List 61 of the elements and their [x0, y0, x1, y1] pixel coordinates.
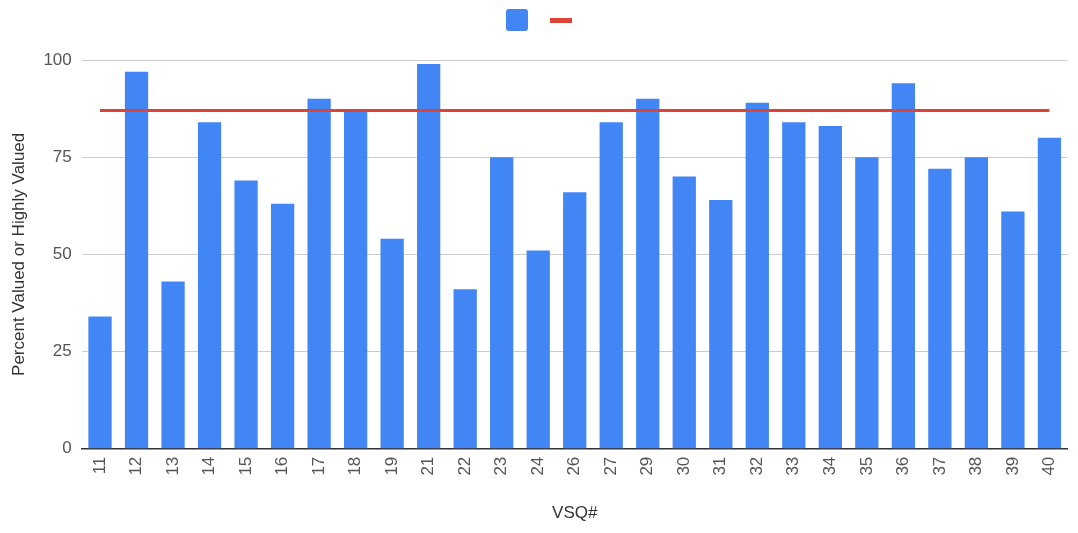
bar — [380, 238, 404, 449]
x-tick-label: 23 — [491, 456, 511, 476]
x-tick-label: 29 — [637, 456, 657, 476]
x-tick-label: 30 — [673, 456, 693, 476]
x-tick-label: 19 — [381, 456, 401, 476]
x-tick-label: 24 — [527, 456, 547, 476]
bar — [343, 110, 368, 449]
bar — [453, 289, 477, 449]
bar — [636, 98, 660, 449]
y-axis-title: Percent Valued or Highly Valued — [8, 132, 28, 376]
bar — [161, 281, 185, 449]
bar — [234, 180, 258, 449]
bar — [891, 83, 915, 449]
x-tick-label: 22 — [454, 456, 474, 476]
x-tick-label: 17 — [308, 456, 328, 476]
y-tick-label: 0 — [62, 438, 72, 458]
y-tick-label: 50 — [52, 244, 72, 264]
bar — [928, 168, 952, 449]
bar — [526, 250, 550, 449]
bar — [745, 102, 769, 449]
bar — [563, 192, 587, 449]
x-tick-label: 12 — [126, 456, 146, 476]
x-tick-label: 39 — [1002, 456, 1022, 476]
x-tick-label: 21 — [418, 456, 438, 476]
x-tick-label: 31 — [710, 456, 730, 476]
bar — [782, 122, 806, 449]
y-tick-label: 75 — [52, 146, 72, 166]
bar — [490, 157, 514, 449]
bar — [307, 98, 331, 449]
x-tick-label: 13 — [162, 456, 182, 476]
x-tick-label: 15 — [235, 456, 255, 476]
bar — [197, 122, 222, 449]
bar — [1001, 211, 1025, 449]
bar — [855, 157, 879, 449]
y-tick-label: 25 — [52, 341, 72, 361]
bar — [599, 122, 623, 449]
y-tick-label: 100 — [43, 49, 72, 69]
x-tick-label: 26 — [564, 456, 584, 476]
bar — [417, 63, 441, 449]
x-tick-label: 32 — [746, 456, 766, 476]
x-tick-label: 18 — [345, 456, 365, 476]
x-tick-label: 34 — [820, 456, 840, 476]
bar — [709, 199, 733, 449]
x-tick-label: 11 — [89, 456, 109, 475]
bar — [1037, 137, 1062, 449]
x-tick-label: 27 — [600, 456, 620, 476]
bar — [270, 203, 295, 449]
x-tick-label: 40 — [1039, 456, 1059, 476]
bar — [88, 316, 112, 449]
x-axis-title: VSQ# — [552, 503, 598, 523]
x-tick-label: 35 — [856, 456, 876, 476]
x-tick-label: 37 — [929, 456, 949, 476]
bar — [124, 71, 149, 449]
x-tick-label: 14 — [199, 456, 219, 476]
x-tick-label: 16 — [272, 456, 292, 476]
x-tick-label: 38 — [966, 456, 986, 476]
x-tick-label: 36 — [893, 456, 913, 476]
x-tick-label: 33 — [783, 456, 803, 476]
bar — [818, 126, 842, 449]
bar — [672, 176, 696, 449]
bar — [964, 157, 989, 449]
